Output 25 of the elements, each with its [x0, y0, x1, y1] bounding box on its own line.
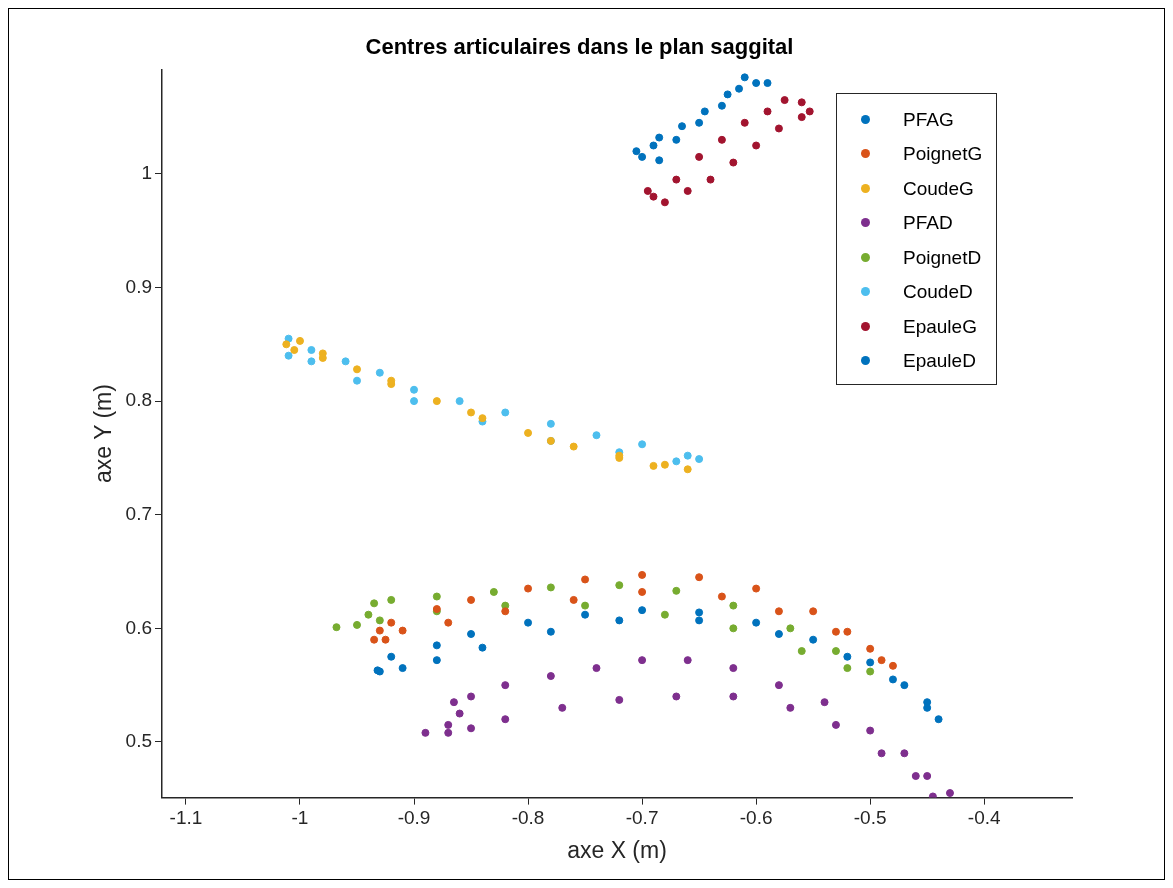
y-tick-label: 0.6 — [125, 616, 153, 638]
y-tick-label: 0.7 — [125, 502, 153, 524]
legend-label: PoignetD — [903, 246, 982, 269]
x-tick-label: -0.4 — [967, 807, 1001, 829]
x-tick-label: -0.6 — [739, 807, 773, 829]
legend-label: EpauleD — [903, 350, 976, 373]
legend-label: PFAG — [903, 108, 954, 131]
x-tick-label: -1 — [291, 807, 309, 829]
x-tick-label: -0.7 — [625, 807, 659, 829]
y-tick-label: 0.9 — [125, 275, 153, 297]
x-axis-title: axe X (m) — [567, 836, 667, 863]
y-tick-label: 1 — [141, 162, 153, 184]
x-tick-label: -1.1 — [169, 807, 203, 829]
x-tick-label: -0.9 — [397, 807, 431, 829]
chart-title: Centres articulaires dans le plan saggital — [365, 34, 794, 60]
y-axis-title: axe Y (m) — [90, 384, 117, 483]
legend-label: PoignetG — [903, 143, 983, 166]
x-tick-label: -0.8 — [511, 807, 545, 829]
x-tick-label: -0.5 — [853, 807, 887, 829]
legend-label: EpauleG — [903, 315, 977, 338]
y-tick-label: 0.5 — [125, 730, 153, 752]
y-tick-label: 0.8 — [125, 389, 153, 411]
legend-label: CoudeD — [903, 281, 973, 304]
legend-label: CoudeG — [903, 177, 974, 200]
legend-label: PFAD — [903, 212, 953, 235]
